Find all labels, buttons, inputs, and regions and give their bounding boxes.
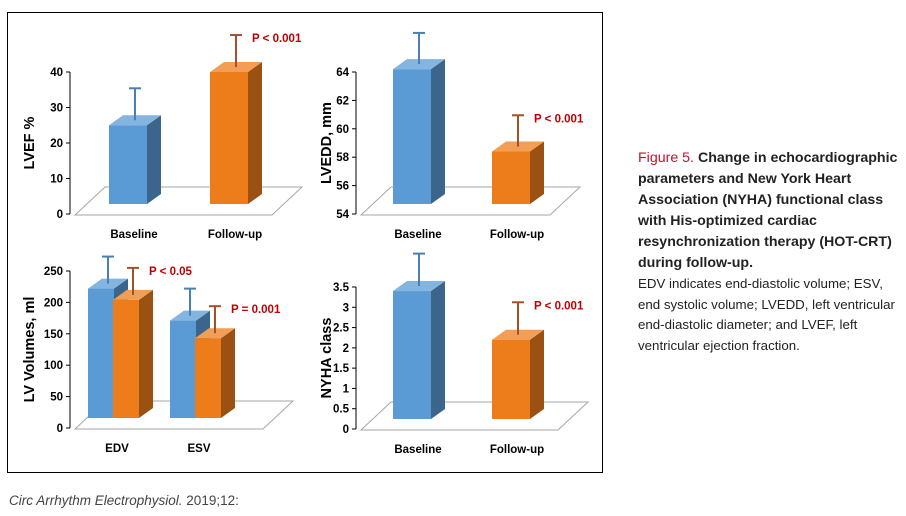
followup-bar xyxy=(195,305,235,418)
y-tick-label: 1.5 xyxy=(333,363,350,375)
y-axis-label: LVEF % xyxy=(22,116,38,169)
followup-bar xyxy=(492,114,544,204)
x-tick-label: Follow-up xyxy=(490,444,544,456)
x-tick-label: Baseline xyxy=(394,444,441,456)
y-tick-label: 0 xyxy=(343,424,349,436)
citation-volume: 2019;12: xyxy=(182,493,239,508)
p-value-annotation: P < 0.05 xyxy=(149,266,193,278)
bar-front xyxy=(113,299,139,418)
y-tick-label: 2 xyxy=(343,343,349,355)
y-tick-label: 3 xyxy=(343,302,349,314)
bar-side xyxy=(530,329,544,419)
bar-front xyxy=(170,320,196,418)
chart-2: 54 56 58 60 62 64 LVEDD, mm Baseline Follow-up P … xyxy=(319,31,584,241)
y-axis-label: NYHA class xyxy=(319,318,335,399)
chart-4: 0 0.5 1 1.5 2 2.5 3 3.5 NYHA class Baseline Follow… xyxy=(319,252,590,456)
y-tick-label: 10 xyxy=(50,174,63,186)
followup-bar xyxy=(113,266,153,418)
bar-side xyxy=(147,115,161,204)
y-tick-label: 54 xyxy=(336,209,349,221)
p-value-annotation: P < 0.001 xyxy=(534,113,584,125)
caption-body: EDV indicates end-diastolic volume; ESV,… xyxy=(638,276,895,353)
y-tick-label: 50 xyxy=(50,392,63,404)
y-tick-label: 64 xyxy=(336,67,349,79)
chart-1: 0 10 20 30 40 LVEF % Baseline Follow-up P < 0.00… xyxy=(22,33,304,241)
bar-front xyxy=(88,288,114,418)
y-axis-label: LVEDD, mm xyxy=(319,102,335,184)
y-tick-label: 56 xyxy=(336,181,349,193)
baseline-bar xyxy=(393,31,445,204)
p-value-annotation: P < 0.001 xyxy=(534,300,584,312)
y-tick-label: 150 xyxy=(44,329,63,341)
citation: Circ Arrhythm Electrophysiol. 2019;12: xyxy=(9,493,239,508)
y-tick-label: 250 xyxy=(44,266,63,278)
y-tick-label: 30 xyxy=(50,103,63,115)
caption-label: Figure 5. xyxy=(638,150,694,166)
y-tick-label: 62 xyxy=(336,95,349,107)
bar-front xyxy=(195,338,221,418)
followup-bar xyxy=(492,301,544,419)
bar-front xyxy=(393,291,431,419)
bar-front xyxy=(492,151,530,204)
bar-side xyxy=(139,289,153,418)
baseline-bar xyxy=(109,87,161,204)
x-tick-label: Follow-up xyxy=(490,229,544,241)
baseline-bar xyxy=(393,252,445,419)
bar-side xyxy=(431,281,445,419)
p-value-annotation: P = 0.001 xyxy=(231,304,281,316)
x-tick-label: Follow-up xyxy=(208,229,262,241)
bar-front xyxy=(492,339,530,419)
y-tick-label: 60 xyxy=(336,124,349,136)
bar-front xyxy=(109,125,147,204)
chart-3: 0 50 100 150 200 250 LV Volumes, ml EDV ESV P < 0… xyxy=(22,255,295,455)
x-tick-label: ESV xyxy=(187,443,210,455)
bar-side xyxy=(248,62,262,204)
bar-side xyxy=(221,328,235,418)
y-tick-label: 200 xyxy=(44,297,63,309)
followup-bar xyxy=(210,34,262,204)
y-tick-label: 1 xyxy=(343,383,350,395)
bar-front xyxy=(210,72,248,204)
y-tick-label: 100 xyxy=(44,360,63,372)
p-value-annotation: P < 0.001 xyxy=(252,33,302,45)
bar-front xyxy=(393,69,431,204)
y-tick-label: 20 xyxy=(50,138,63,150)
caption-title: Change in echocardiographic parameters a… xyxy=(638,150,898,271)
bar-side xyxy=(530,141,544,204)
bar-side xyxy=(431,59,445,204)
y-tick-label: 40 xyxy=(50,67,63,79)
figure-caption: Figure 5. Change in echocardiographic pa… xyxy=(638,148,900,356)
caption-heading: Figure 5. Change in echocardiographic pa… xyxy=(638,148,900,274)
y-tick-label: 0 xyxy=(57,209,63,221)
y-tick-label: 2.5 xyxy=(333,323,350,335)
y-axis-label: LV Volumes, ml xyxy=(22,297,38,403)
y-tick-label: 58 xyxy=(336,152,349,164)
x-tick-label: Baseline xyxy=(394,229,441,241)
y-tick-label: 0 xyxy=(57,423,63,435)
citation-journal: Circ Arrhythm Electrophysiol. xyxy=(9,493,183,508)
y-tick-label: 0.5 xyxy=(333,404,350,416)
y-tick-label: 3.5 xyxy=(333,282,350,294)
x-tick-label: EDV xyxy=(105,443,129,455)
x-tick-label: Baseline xyxy=(110,229,157,241)
